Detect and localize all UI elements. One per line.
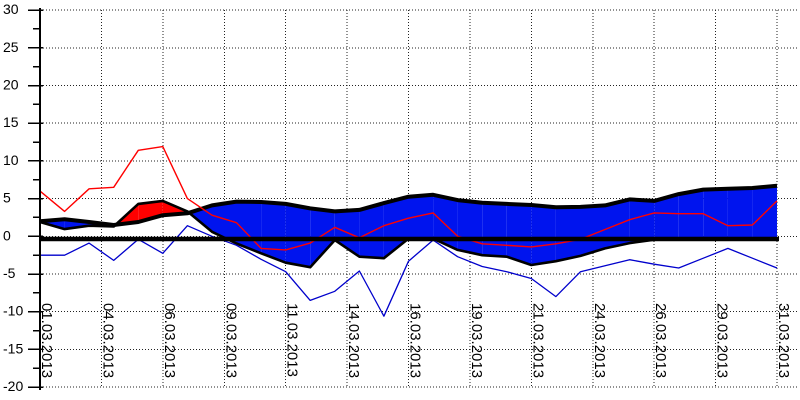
- y-tick-label: -20: [3, 378, 23, 394]
- y-tick-label: -15: [3, 340, 23, 356]
- x-date-label: 21.03.2013: [529, 303, 546, 378]
- blue-band-fill: [433, 194, 458, 250]
- blue-band-fill: [629, 199, 655, 244]
- x-date-label: 04.03.2013: [99, 303, 116, 378]
- blue-band-fill: [703, 188, 728, 240]
- y-tick-label: 5: [3, 190, 11, 206]
- y-tick-label: -5: [3, 265, 16, 281]
- y-tick-label: -10: [3, 303, 23, 319]
- blue-band-fill: [555, 206, 581, 262]
- blue-band-fill: [727, 188, 753, 240]
- blue-band-fill: [212, 201, 237, 244]
- x-date-label: 09.03.2013: [222, 303, 239, 378]
- x-date-label: 31.03.2013: [775, 303, 792, 378]
- blue-band-fill: [531, 205, 556, 265]
- blue-band-fill: [482, 202, 507, 257]
- band-upper-edge-line: [39, 183, 778, 227]
- blue-band-fill: [285, 203, 311, 268]
- x-date-label: 14.03.2013: [345, 303, 362, 378]
- blue-band-fill: [580, 205, 605, 256]
- blue-band-fill: [678, 189, 704, 240]
- blue-band-fill: [408, 194, 434, 239]
- x-date-label: 24.03.2013: [591, 303, 608, 378]
- y-tick-label: 25: [3, 39, 19, 55]
- blue-band-fill: [261, 202, 286, 263]
- x-date-label: 26.03.2013: [652, 303, 669, 378]
- blue-band-fill: [457, 200, 483, 256]
- x-date-label: 16.03.2013: [407, 303, 424, 378]
- x-date-label: 11.03.2013: [284, 303, 301, 377]
- blue-band-fill: [654, 194, 679, 240]
- y-tick-label: 30: [3, 1, 19, 17]
- x-date-label: 01.03.2013: [38, 303, 55, 378]
- y-tick-label: 0: [3, 227, 11, 243]
- min-temp-line: [40, 225, 778, 317]
- y-tick-label: 20: [3, 77, 19, 93]
- x-date-label: 29.03.2013: [714, 303, 731, 378]
- x-date-label: 06.03.2013: [161, 303, 178, 378]
- blue-band-fill: [506, 203, 532, 265]
- blue-band-fill: [359, 203, 384, 259]
- y-tick-label: 10: [3, 152, 19, 168]
- y-tick-label: 15: [3, 114, 19, 130]
- zero-baseline: [40, 236, 779, 242]
- x-date-label: 19.03.2013: [468, 303, 485, 378]
- max-temp-line: [39, 145, 778, 251]
